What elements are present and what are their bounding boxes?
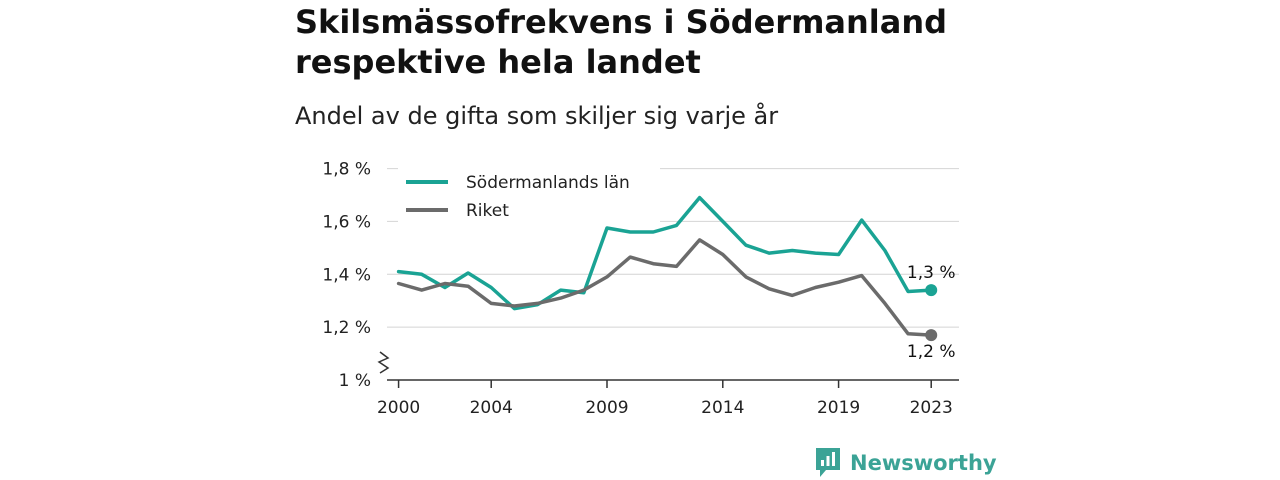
series-end-point <box>925 329 938 342</box>
legend-label: Södermanlands län <box>466 173 630 193</box>
newsworthy-logo-icon <box>816 448 840 477</box>
series-end-label: 1,2 % <box>907 342 956 362</box>
x-tick-label: 2004 <box>470 398 513 418</box>
series-line-sodermanland <box>396 195 933 311</box>
y-tick-label: 1,6 % <box>322 212 371 232</box>
series-end-label: 1,3 % <box>907 263 956 283</box>
y-tick-label: 1,2 % <box>322 318 371 338</box>
x-tick-label: 2023 <box>910 398 953 418</box>
chart-subtitle: Andel av de gifta som skiljer sig varje … <box>295 102 779 130</box>
brand-logo: Newsworthy <box>814 446 997 480</box>
x-tick-label: 2014 <box>701 398 744 418</box>
y-tick-label: 1,8 % <box>322 160 371 180</box>
legend-label: Riket <box>466 201 509 221</box>
y-tick-label: 1,4 % <box>322 265 371 285</box>
series-line-riket <box>396 238 933 337</box>
series-end-point <box>925 284 938 297</box>
x-tick-label: 2009 <box>585 398 628 418</box>
chart-title: Skilsmässofrekvens i Södermanland respek… <box>295 3 948 81</box>
x-tick-label: 2019 <box>817 398 860 418</box>
legend-background <box>398 168 660 224</box>
x-tick-label: 2000 <box>377 398 420 418</box>
brand-name: Newsworthy <box>850 451 997 475</box>
axis-break-icon <box>377 351 390 374</box>
y-tick-label: 1 % <box>339 371 371 391</box>
